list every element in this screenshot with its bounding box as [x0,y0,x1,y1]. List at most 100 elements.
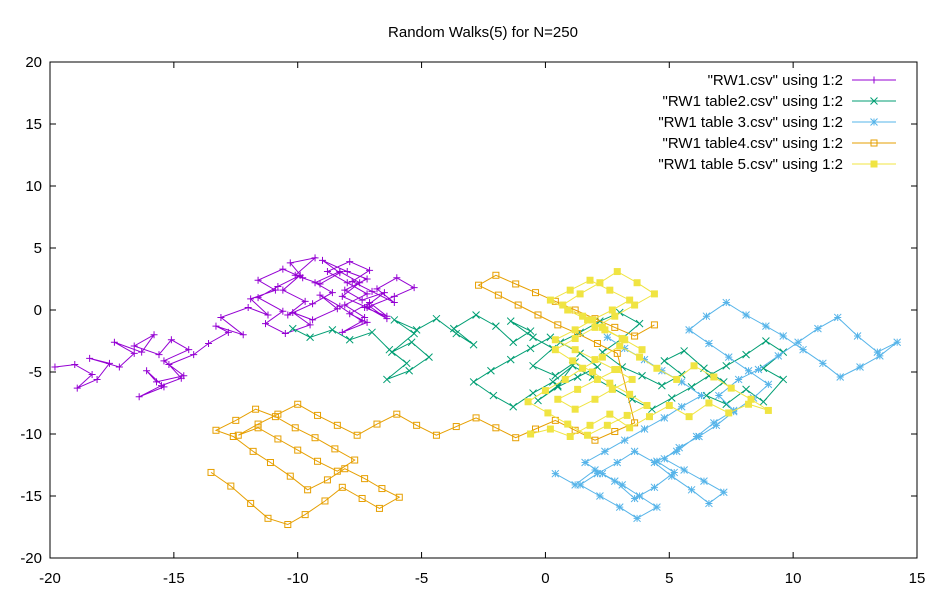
series-4-point [207,468,215,476]
series-4-point [333,467,341,475]
series-1-point [88,370,96,378]
series-3-point [576,480,584,489]
series-1-point [130,349,138,357]
series-1-point [318,256,326,264]
y-tick-label: -20 [20,550,42,567]
series-2-point [658,381,666,390]
series-2-point [635,319,644,328]
series-5-point [541,387,549,395]
series-1-point [274,282,282,290]
series-4-point [413,421,421,429]
series-1-point [155,351,163,359]
series-1-point [348,277,356,285]
x-tick-label: -5 [415,570,428,587]
series-5-point [546,296,554,304]
series-4-point [611,428,619,436]
series-2-point [742,385,750,394]
series-2-point [722,400,731,409]
series-3-point [630,494,639,503]
series-2-point [402,359,411,368]
series-3-point [774,352,783,360]
series-1-point [167,336,175,344]
series-5-point [705,399,713,407]
y-tick-label: 20 [25,54,42,71]
series-4-point [494,291,502,299]
series-5-point [598,353,606,361]
series-1-point [338,292,346,300]
series-2-point [288,324,297,333]
series-2-point [509,402,518,411]
legend-label-3: "RW1 table 3.csv" using 1:2 [658,114,843,131]
series-3-point [680,466,689,474]
legend-marker-3 [870,118,878,126]
series-1-point [358,317,366,325]
series-3-point [603,333,612,342]
legend-label-5: "RW1 table 5.csv" using 1:2 [658,156,843,173]
series-3-point [650,483,659,492]
series-4-point [229,432,237,440]
series-4-point [321,497,329,505]
series-2-point [387,348,396,357]
series-2-point [529,333,537,342]
series-5-point [725,409,733,417]
series-5-point [633,279,641,287]
series-1-point [212,322,220,330]
legend-label-2: "RW1 table2.csv" using 1:2 [663,93,843,110]
series-1-point [296,271,304,279]
series-4-point [247,499,255,507]
series-3-point [571,480,580,489]
series-2-point [762,337,770,345]
legend-marker-1 [870,76,878,84]
series-3-point [705,499,713,508]
series-5-point [566,432,574,440]
series-5-point [527,430,535,438]
series-1-point [358,296,366,304]
series-5-point [586,421,594,429]
series-5-point [571,405,579,413]
series-4-point [254,424,262,432]
series-4-point [475,281,483,289]
series-5-point [636,353,644,361]
series-4-point [375,504,383,512]
series-1-point [311,279,319,287]
series-5-point [710,373,718,381]
series-4-point [395,493,403,501]
x-tick-label: 5 [665,570,673,587]
series-1-point [135,393,143,401]
series-2-point [529,361,537,370]
series-3-point [833,313,842,322]
series-1-point [328,289,336,297]
series-3-point [685,325,693,334]
series-4-point [361,475,369,483]
series-4-point [341,465,349,473]
series-5-point [601,326,609,334]
series-2-point [410,329,418,338]
series-1-point [153,378,161,386]
series-4-point [294,400,302,408]
series-3-point [819,359,827,368]
series-5-point [584,431,592,439]
series-5-point [564,420,572,428]
series-1-point [244,304,252,312]
series-4-point [249,447,257,455]
y-tick-label: 5 [34,240,42,257]
series-2-point [328,325,337,334]
series-4-point [358,494,366,502]
series-2-point [452,329,461,338]
series-4-point [532,289,540,297]
series-4-point [593,339,601,347]
series-4-point [512,434,520,442]
series-1-point [306,321,314,329]
series-2-point [489,391,498,400]
series-1 [51,254,418,401]
series-4-point [331,445,339,453]
series-5-point [588,368,596,376]
series-1-point [271,286,279,294]
series-2-point [722,361,731,370]
series-5-point [584,316,592,324]
series-4-point [452,423,460,431]
series-4-point [351,456,359,464]
series-5-point [574,385,582,393]
series-4-point [304,486,312,494]
series-1-point [51,363,59,371]
